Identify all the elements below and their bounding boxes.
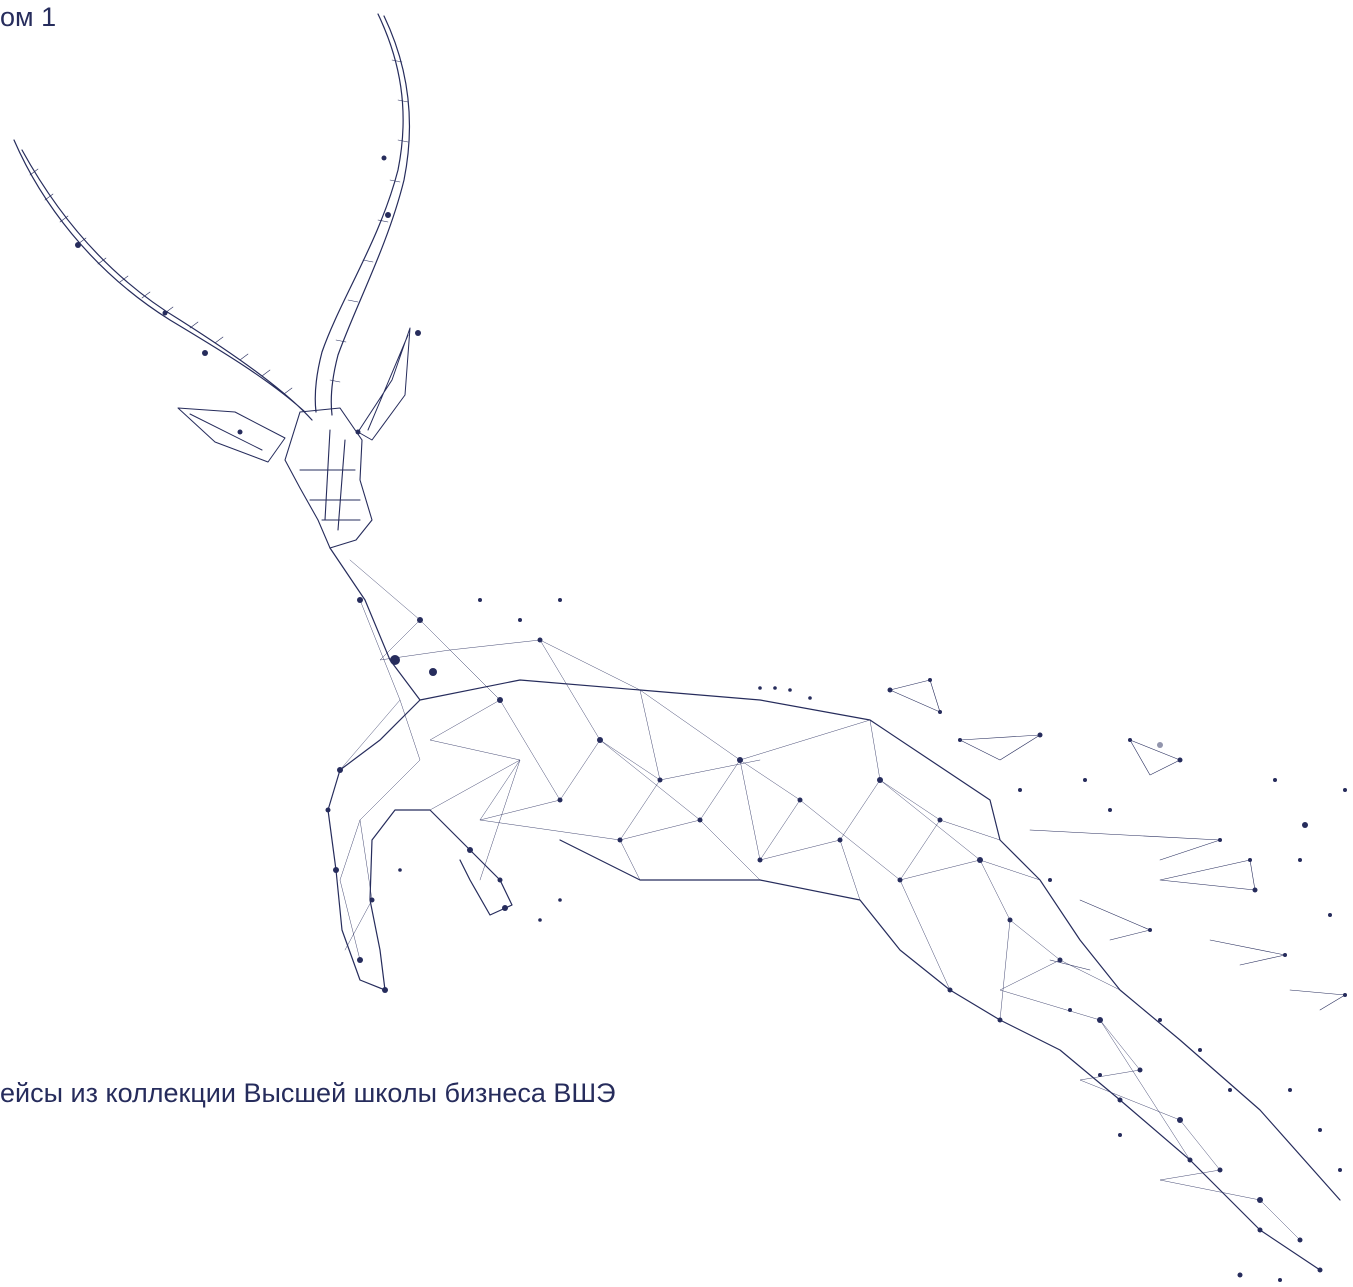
network-mesh	[339, 559, 1301, 1241]
subtitle: ейсы из коллекции Высшей школы бизнеса В…	[0, 1078, 616, 1108]
right-horn	[314, 13, 411, 416]
scatter-fragments	[889, 679, 1346, 1011]
right-ear	[357, 327, 411, 441]
body-outline	[327, 547, 1341, 1271]
left-horn	[13, 139, 313, 421]
left-ear	[177, 407, 286, 463]
volume-label: ом 1	[0, 2, 57, 32]
head	[284, 407, 373, 549]
